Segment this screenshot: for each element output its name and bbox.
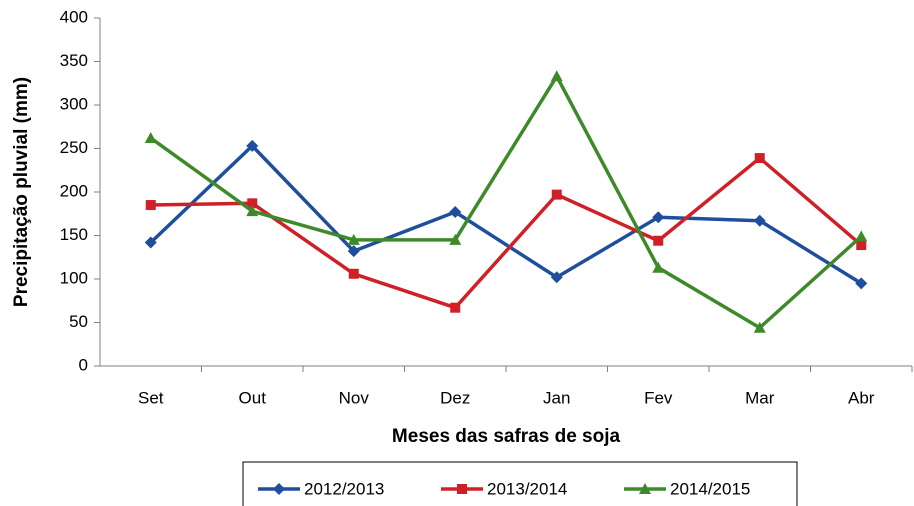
series-line — [149, 74, 863, 330]
y-tick-label: 150 — [60, 225, 88, 244]
data-point — [449, 206, 462, 219]
y-tick-label: 0 — [79, 355, 88, 374]
data-point — [753, 214, 766, 227]
x-tick-label: Set — [138, 388, 164, 407]
x-tick-label: Out — [239, 388, 267, 407]
y-tick-label: 100 — [60, 268, 88, 287]
legend-marker — [639, 483, 651, 494]
legend-marker — [457, 484, 467, 494]
y-tick-label: 300 — [60, 94, 88, 113]
y-tick-label: 50 — [69, 312, 88, 331]
data-point — [348, 268, 359, 279]
legend-label: 2012/2013 — [304, 479, 384, 498]
x-tick-label: Mar — [745, 388, 775, 407]
data-point — [347, 233, 360, 245]
y-tick-label: 250 — [60, 138, 88, 157]
x-tick-label: Nov — [339, 388, 370, 407]
series-line — [149, 144, 863, 285]
x-axis-label: Meses das safras de soja — [392, 426, 621, 447]
y-tick-label: 200 — [60, 181, 88, 200]
series-line — [150, 156, 863, 310]
data-point — [347, 245, 360, 258]
data-point — [855, 277, 868, 290]
data-point — [450, 302, 461, 313]
data-point — [855, 230, 868, 242]
data-point — [144, 236, 157, 249]
x-tick-label: Fev — [644, 388, 673, 407]
data-point — [247, 198, 258, 209]
data-point — [145, 200, 156, 211]
data-point — [246, 139, 259, 152]
data-point — [449, 233, 462, 245]
legend-marker — [273, 483, 285, 495]
x-tick-label: Abr — [848, 388, 875, 407]
data-point — [653, 235, 664, 246]
data-point — [551, 189, 562, 200]
data-point — [246, 205, 259, 217]
data-point — [652, 211, 665, 224]
y-axis-label: Precipitação pluvial (mm) — [11, 77, 32, 307]
legend-label: 2013/2014 — [487, 479, 567, 498]
x-tick-label: Dez — [440, 388, 470, 407]
data-point — [144, 132, 157, 144]
data-point — [550, 70, 563, 82]
data-point — [856, 240, 867, 251]
data-point — [753, 321, 766, 333]
y-tick-label: 350 — [60, 51, 88, 70]
y-tick-label: 400 — [60, 7, 88, 26]
data-point — [754, 153, 765, 164]
data-point — [550, 271, 563, 284]
legend-box — [242, 461, 798, 506]
data-point — [652, 261, 665, 273]
legend-label: 2014/2015 — [670, 479, 750, 498]
x-tick-label: Jan — [543, 388, 570, 407]
